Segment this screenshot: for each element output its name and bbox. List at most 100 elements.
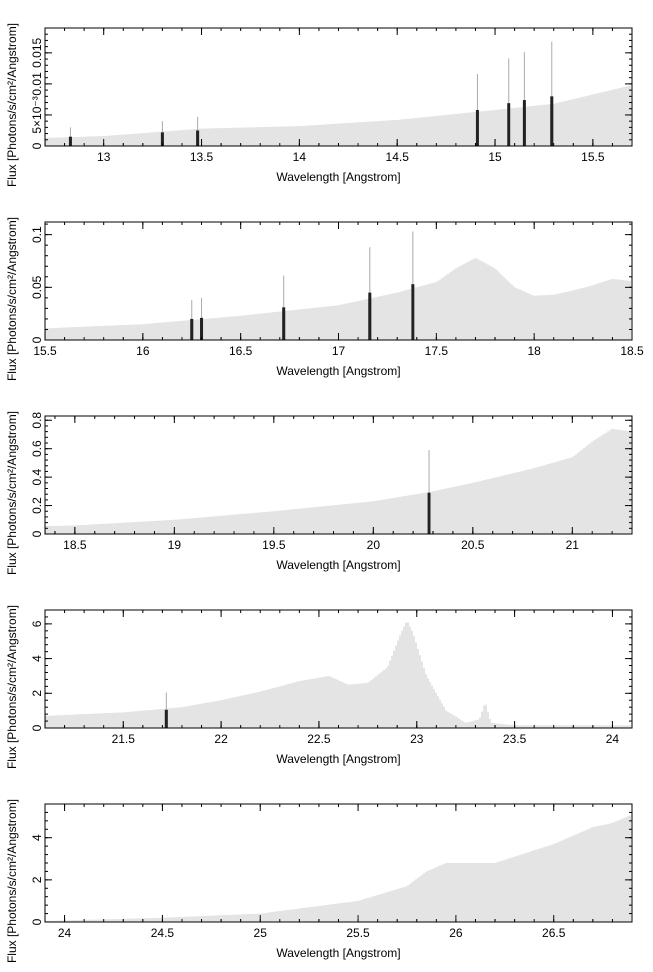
spectrum-panel-3: 18.5 19 19.5 20 20.5 21 0 0.2 0.4 0.6 0.8 Wavelengt… [0, 388, 653, 582]
spectrum-panel-5: 24 24.5 25 25.5 26 26.5 0 2 4 Wavelength [Angstro… [0, 776, 653, 970]
y-tick-label: 0.2 [30, 497, 44, 514]
emission-line-2-2 [200, 297, 204, 340]
y-tick-label: 0 [30, 724, 44, 731]
x-tick-label: 26 [449, 926, 463, 940]
x-tick-label: 13.5 [190, 150, 214, 164]
emission-line-1-1 [68, 127, 72, 146]
x-tick-label: 16 [136, 344, 150, 358]
line-bar [522, 100, 526, 146]
emission-line-2-4 [368, 247, 372, 340]
x-tick-label: 20 [367, 538, 381, 552]
x-tick-label: 19.5 [262, 538, 286, 552]
emission-line-1-3 [196, 116, 200, 146]
spectrum-panel-4: 21.5 22 22.5 23 23.5 24 0 2 4 6 Wavelength [Angstr… [0, 582, 653, 776]
line-bar [368, 292, 372, 340]
spectrum-panel-2: 15.5 16 16.5 17 17.5 18 18.5 0 0.05 0.1 Wavelength… [0, 194, 653, 388]
emission-line-1-4 [475, 73, 479, 146]
x-axis-label: Wavelength [Angstrom] [276, 170, 400, 184]
emission-line-1-2 [160, 121, 164, 146]
y-axis-label: Flux [Photons/s/cm²/Angstrom] [5, 23, 19, 187]
x-tick-label: 17 [332, 344, 346, 358]
y-axis-label: Flux [Photons/s/cm²/Angstrom] [5, 217, 19, 381]
x-tick-label: 21.5 [112, 732, 136, 746]
y-tick-label: 0.015 [30, 38, 44, 68]
x-tick-label: 15 [488, 150, 502, 164]
axes-frame [44, 415, 633, 535]
line-bar [190, 318, 194, 340]
x-axis-label: Wavelength [Angstrom] [276, 752, 400, 766]
emission-line-2-5 [411, 231, 415, 340]
continuum-bins-3 [45, 428, 631, 534]
x-axis-label: Wavelength [Angstrom] [276, 946, 400, 960]
y-tick-label: 0 [30, 142, 44, 149]
x-tick-label: 22 [214, 732, 228, 746]
x-tick-label: 18.5 [620, 344, 644, 358]
line-bar [427, 492, 431, 534]
x-tick-label: 14 [293, 150, 307, 164]
emission-line-1-7 [550, 41, 554, 146]
line-bar [196, 130, 200, 146]
continuum-bins-1 [45, 85, 631, 146]
continuum-bins-4 [45, 622, 631, 728]
x-tick-label: 16.5 [229, 344, 253, 358]
spectrum-plot-2: 15.5 16 16.5 17 17.5 18 18.5 0 0.05 0.1 Wavelength… [5, 217, 644, 381]
x-tick-label: 15.5 [581, 150, 605, 164]
x-tick-label: 23 [410, 732, 424, 746]
emission-line-4-1 [164, 692, 168, 728]
y-tick-label: 0.4 [30, 468, 44, 485]
y-axis-label: Flux [Photons/s/cm²/Angstrom] [5, 605, 19, 769]
x-tick-label: 25 [254, 926, 268, 940]
y-tick-label: 6 [30, 620, 44, 627]
x-tick-label: 22.5 [307, 732, 331, 746]
line-bar [164, 709, 168, 728]
continuum-bins-5 [45, 815, 631, 922]
spectrum-panel-1: 13 13.5 14 14.5 15 15.5 0 5×10⁻³ 0.01 0.015 Wavele… [0, 0, 653, 194]
y-tick-label: 2 [30, 690, 44, 697]
continuum-bins-2 [45, 258, 631, 340]
x-tick-label: 25.5 [346, 926, 370, 940]
x-axis-label: Wavelength [Angstrom] [276, 364, 400, 378]
x-tick-label: 24 [606, 732, 620, 746]
line-bar [160, 132, 164, 146]
y-tick-label: 0.05 [30, 275, 44, 299]
x-tick-label: 24 [58, 926, 72, 940]
y-tick-label: 4 [30, 655, 44, 662]
y-axis-label: Flux [Photons/s/cm²/Angstrom] [5, 799, 19, 963]
y-tick-label: 0.6 [30, 440, 44, 457]
y-tick-label: 0 [30, 336, 44, 343]
y-axis-label: Flux [Photons/s/cm²/Angstrom] [5, 411, 19, 575]
y-tick-label: 0.01 [30, 72, 44, 96]
spectrum-plot-3: 18.5 19 19.5 20 20.5 21 0 0.2 0.4 0.6 0.8 Wavelengt… [5, 411, 633, 575]
x-tick-label: 18 [527, 344, 541, 358]
x-tick-label: 26.5 [542, 926, 566, 940]
emission-line-1-5 [507, 58, 511, 146]
x-tick-label: 20.5 [461, 538, 485, 552]
line-bar [411, 284, 415, 340]
spectrum-plot-1: 13 13.5 14 14.5 15 15.5 0 5×10⁻³0.01 0.015 Wavele… [5, 23, 633, 187]
line-bar [68, 136, 72, 146]
emission-line-1-6 [522, 52, 526, 146]
x-tick-label: 14.5 [386, 150, 410, 164]
y-tick-label: 0 [30, 918, 44, 925]
emission-line-2-1 [190, 299, 194, 340]
x-tick-label: 15.5 [33, 344, 57, 358]
x-tick-label: 17.5 [425, 344, 449, 358]
x-tick-label: 13 [97, 150, 111, 164]
y-tick-label: 0.8 [30, 412, 44, 429]
y-tick-label: 5×10⁻³ [30, 96, 44, 133]
line-bar [282, 307, 286, 340]
x-axis-label: Wavelength [Angstrom] [276, 558, 400, 572]
y-tick-label: 0 [30, 530, 44, 537]
y-tick-label: 4 [30, 834, 44, 841]
x-tick-label: 23.5 [503, 732, 527, 746]
x-tick-label: 21 [566, 538, 580, 552]
line-bar [507, 103, 511, 146]
x-tick-label: 24.5 [151, 926, 175, 940]
x-tick-label: 19 [168, 538, 182, 552]
y-tick-label: 2 [30, 876, 44, 883]
line-bar [550, 96, 554, 146]
emission-line-2-3 [282, 275, 286, 340]
